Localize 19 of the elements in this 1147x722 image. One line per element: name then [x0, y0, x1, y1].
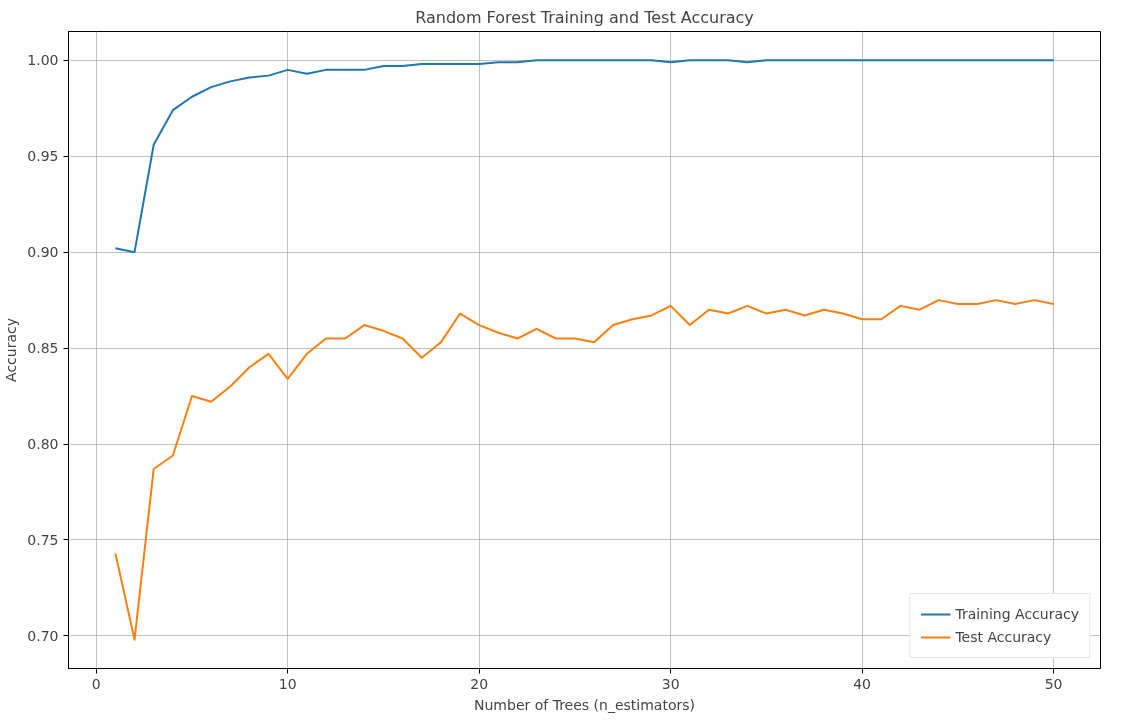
x-tick-label: 30 — [661, 675, 680, 692]
y-tick-label: 0.75 — [27, 531, 59, 548]
y-tick-label: 0.90 — [27, 244, 59, 261]
chart-title: Random Forest Training and Test Accuracy — [415, 7, 754, 27]
x-tick-label: 10 — [278, 675, 297, 692]
y-tick-label: 0.80 — [27, 436, 59, 453]
x-tick-label: 50 — [1044, 675, 1063, 692]
line-series — [114, 59, 1055, 254]
y-axis-title: Accuracy — [3, 318, 20, 382]
x-tick-label: 40 — [853, 675, 872, 692]
legend-label: Training Accuracy — [955, 606, 1079, 622]
x-tick-label: 0 — [91, 675, 101, 692]
y-tick-label: 0.70 — [27, 627, 59, 644]
legend-label: Test Accuracy — [955, 629, 1052, 645]
y-tick-label: 0.85 — [27, 340, 59, 357]
y-tick-label: 1.00 — [27, 52, 59, 69]
x-axis-title: Number of Trees (n_estimators) — [474, 696, 695, 713]
y-tick-label: 0.95 — [27, 148, 59, 165]
x-tick-label: 20 — [470, 675, 489, 692]
